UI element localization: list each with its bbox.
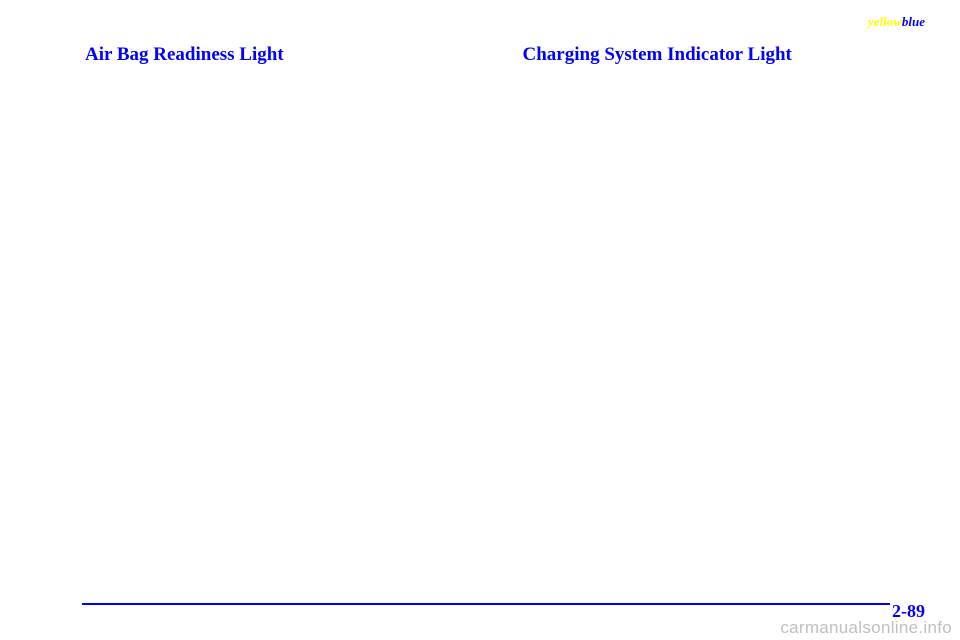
header-marker: yellowblue	[868, 14, 925, 30]
left-heading: Air Bag Readiness Light	[85, 44, 463, 66]
bottom-rule	[82, 603, 890, 605]
right-heading: Charging System Indicator Light	[523, 44, 901, 66]
right-column: Charging System Indicator Light	[523, 44, 901, 66]
watermark: carmanualsonline.info	[780, 618, 952, 638]
header-blue-text: blue	[902, 14, 925, 29]
left-column: Air Bag Readiness Light	[85, 44, 463, 66]
header-yellow-text: yellow	[868, 14, 902, 29]
content-area: Air Bag Readiness Light Charging System …	[85, 44, 900, 66]
